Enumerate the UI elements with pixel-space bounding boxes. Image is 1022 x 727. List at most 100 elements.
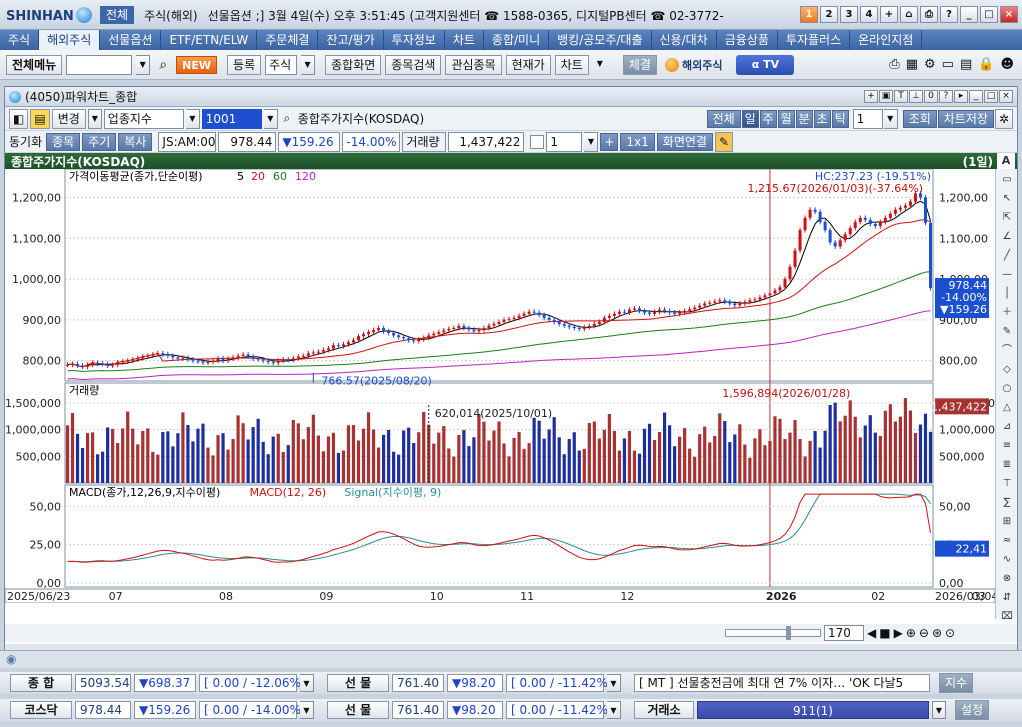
period-day[interactable]: 일 — [741, 109, 759, 128]
chevron-down-icon[interactable]: ▼ — [87, 108, 102, 129]
tab-copy[interactable]: 복사 — [118, 132, 153, 151]
screen-icon[interactable]: ▣ — [879, 90, 893, 103]
menu-item-3[interactable]: ETF/ETN/ELW — [161, 30, 258, 50]
question-icon[interactable]: ? — [939, 90, 953, 103]
menu-item-13[interactable]: 온라인지점 — [850, 30, 923, 50]
play-forward-icon[interactable]: ▶ — [893, 626, 903, 640]
watchlist-button[interactable]: 관심종목 — [445, 54, 502, 75]
fill-button[interactable]: 체결 — [622, 54, 657, 75]
stop-icon[interactable]: ■ — [879, 626, 891, 640]
period-month[interactable]: 월 — [777, 109, 795, 128]
period-week[interactable]: 주 — [759, 109, 777, 128]
add-pane-button[interactable]: + — [600, 132, 619, 151]
zoom-fit-icon[interactable]: ⊙ — [945, 626, 956, 640]
tab-stock[interactable]: 종목 — [46, 132, 81, 151]
screen-1-button[interactable]: 1 — [800, 6, 818, 23]
chevron-down-icon[interactable]: ▼ — [185, 108, 200, 129]
chevron-down-icon[interactable]: ▼ — [883, 108, 898, 129]
menu-item-4[interactable]: 주문체결 — [257, 30, 319, 50]
toggle-icon[interactable]: ▤ — [30, 108, 50, 129]
exchange-label[interactable]: 거래소 — [634, 701, 694, 719]
screen-2-button[interactable]: 2 — [820, 6, 838, 23]
period-count-input[interactable]: 1 — [852, 108, 883, 129]
search-icon[interactable]: ⌕ — [283, 111, 291, 125]
chart-area[interactable]: 1,200,00 1,200,00 1,100,00 1,100,00 1,000,00… — [4, 168, 1017, 622]
layout-icon[interactable]: ◧ — [9, 108, 29, 129]
add-icon[interactable]: + — [864, 90, 878, 103]
menu-item-12[interactable]: 투자플러스 — [778, 30, 851, 50]
new-badge[interactable]: NEW — [176, 55, 218, 74]
draw-tool-19-icon[interactable]: ≈ — [1002, 535, 1012, 546]
overseas-stock-link[interactable]: 해외주식 — [664, 57, 722, 73]
chevron-down-icon[interactable]: ▼ — [607, 701, 621, 719]
lock-icon[interactable]: 🔒 — [978, 57, 995, 72]
window-scrollbar[interactable] — [5, 644, 1017, 652]
draw-tool-16-icon[interactable]: ⊤ — [1002, 478, 1012, 489]
gear-icon[interactable]: ✲ — [994, 108, 1013, 129]
maximize-button[interactable]: □ — [984, 90, 998, 103]
draw-tool-18-icon[interactable]: ⊞ — [1002, 516, 1012, 527]
close-button[interactable]: × — [1000, 6, 1018, 23]
split-count[interactable]: 1 — [546, 131, 583, 152]
zoom-input[interactable]: 170 — [824, 625, 864, 641]
draw-tool-13-icon[interactable]: ⊿ — [1002, 421, 1012, 432]
menu-item-1[interactable]: 해외주식 — [39, 30, 101, 50]
code-input[interactable]: 1001 — [201, 108, 262, 129]
chevron-down-icon[interactable]: ▼ — [263, 108, 278, 129]
chart-svg[interactable]: 1,200,00 1,200,00 1,100,00 1,100,00 1,000,00… — [4, 168, 998, 604]
draw-tool-23-icon[interactable]: ⌧ — [1001, 611, 1013, 622]
layout-button[interactable]: 1x1 — [620, 132, 655, 151]
window-icon[interactable]: ▭ — [941, 57, 954, 72]
current-price-button[interactable]: 현재가 — [505, 54, 551, 75]
draw-tool-0-icon[interactable]: ▭ — [1002, 174, 1012, 185]
draw-tool-4-icon[interactable]: ╱ — [1003, 250, 1011, 261]
printer-icon[interactable]: ⎙ — [889, 57, 900, 72]
calculator-icon[interactable]: ▦ — [905, 57, 918, 72]
draw-tool-2-icon[interactable]: ⇱ — [1002, 212, 1012, 223]
play-back-icon[interactable]: ◀ — [867, 626, 877, 640]
draw-tool-10-icon[interactable]: ◇ — [1003, 364, 1011, 375]
gear-icon[interactable]: ⚙ — [924, 57, 936, 72]
index-button[interactable]: 지수 — [939, 673, 974, 693]
draw-tool-5-icon[interactable]: — — [1002, 269, 1012, 280]
minimize-button[interactable]: _ — [960, 6, 978, 23]
save-chart-button[interactable]: 차트저장 — [937, 109, 994, 128]
chevron-down-icon[interactable]: ▼ — [300, 674, 314, 692]
home-icon[interactable]: ⌂ — [900, 6, 918, 23]
menu-item-2[interactable]: 선물옵션 — [100, 30, 162, 50]
type-select[interactable]: 주식 — [265, 54, 298, 75]
register-button[interactable]: 등록 — [227, 54, 262, 75]
draw-tool-12-icon[interactable]: △ — [1003, 402, 1011, 413]
screen-3-button[interactable]: 3 — [840, 6, 858, 23]
draw-tool-21-icon[interactable]: ⊗ — [1002, 573, 1012, 584]
pencil-icon[interactable]: ✎ — [714, 131, 734, 152]
query-button[interactable]: 조회 — [902, 109, 937, 128]
menu-item-6[interactable]: 투자정보 — [384, 30, 445, 50]
window-split-icon[interactable]: ▤ — [959, 57, 973, 72]
add-screen-button[interactable]: + — [880, 6, 898, 23]
category-select[interactable]: 업종지수 — [103, 108, 184, 129]
zoom-out-icon[interactable]: ⊖ — [918, 626, 929, 640]
print-icon[interactable]: ⎙ — [920, 6, 938, 23]
pin-icon[interactable]: ⊥ — [909, 90, 923, 103]
tab-cycle[interactable]: 주기 — [82, 132, 117, 151]
chevron-down-icon[interactable]: ▼ — [596, 58, 603, 68]
maximize-button[interactable]: □ — [980, 6, 998, 23]
menu-item-7[interactable]: 차트 — [445, 30, 484, 50]
menu-item-8[interactable]: 종합/미니 — [484, 30, 550, 50]
menu-item-5[interactable]: 잔고/평가 — [318, 30, 384, 50]
draw-tool-20-icon[interactable]: ∿ — [1002, 554, 1012, 565]
split-checkbox[interactable] — [530, 134, 545, 149]
scope-select[interactable]: 전체 — [100, 6, 135, 24]
chevron-down-icon[interactable]: ▼ — [932, 701, 946, 719]
draw-tool-7-icon[interactable]: ＋ — [1002, 307, 1012, 318]
menu-search-input[interactable] — [66, 54, 133, 75]
market-label[interactable]: 주식(해외) — [144, 8, 198, 23]
quote-label-kospi[interactable]: 종 합 — [10, 674, 72, 692]
menu-item-10[interactable]: 신용/대차 — [652, 30, 717, 50]
menu-item-0[interactable]: 주식 — [0, 30, 40, 50]
period-all[interactable]: 전체 — [706, 109, 741, 128]
chevron-down-icon[interactable]: ▼ — [301, 54, 316, 75]
settings-button[interactable]: 설정 — [955, 700, 990, 720]
draw-tool-9-icon[interactable]: ⌒ — [1002, 345, 1012, 356]
